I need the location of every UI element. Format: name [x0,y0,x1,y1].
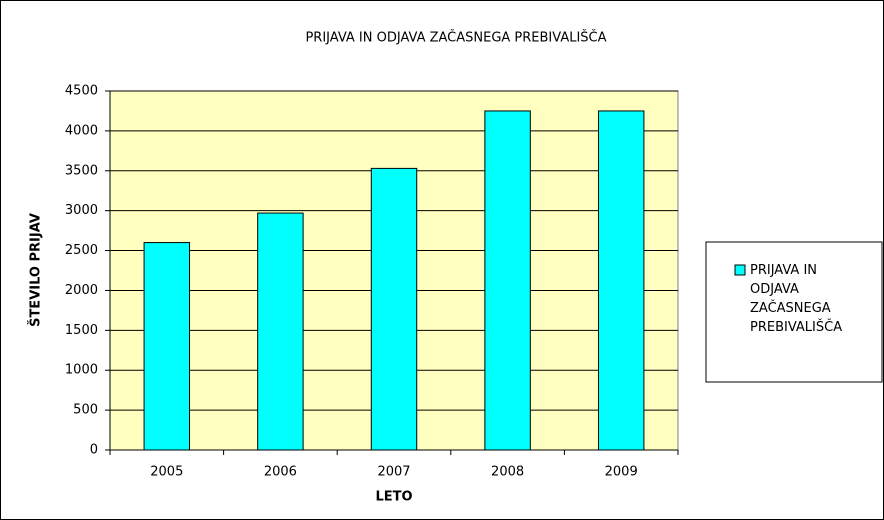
legend-line: ODJAVA [750,282,799,297]
legend-line: PREBIVALIŠČA [750,319,842,335]
x-tick-label: 2008 [491,465,524,480]
bar [143,242,191,451]
y-tick-label: 4500 [65,84,98,99]
chart-title: PRIJAVA IN ODJAVA ZAČASNEGA PREBIVALIŠČA [305,30,606,46]
x-tick-label: 2009 [605,465,638,480]
x-tick-label: 2007 [377,465,410,480]
y-tick-label: 500 [73,403,98,418]
y-tick-label: 3500 [65,163,98,178]
x-tick-label: 2006 [264,465,297,480]
bar [257,212,304,451]
y-tick-label: 1000 [65,363,98,378]
y-tick-label: 2000 [65,283,98,298]
y-tick-label: 4000 [65,123,98,138]
legend-line: PRIJAVA IN [750,263,817,278]
bar [484,110,531,451]
x-tick-label: 2005 [150,465,183,480]
legend-label: PRIJAVA IN ODJAVA ZAČASNEGA PREBIVALIŠČA [750,263,842,335]
y-tick-label: 2500 [65,243,98,258]
x-axis-label: LETO [375,490,412,505]
y-tick-label: 3000 [65,203,98,218]
y-axis-label: ŠTEVILO PRIJAV [28,213,44,327]
y-tick-label: 1500 [65,323,98,338]
legend-swatch [734,264,746,276]
bar [370,167,418,451]
y-tick-label: 0 [90,443,98,458]
bar [597,110,645,451]
legend-line: ZAČASNEGA [750,300,831,316]
